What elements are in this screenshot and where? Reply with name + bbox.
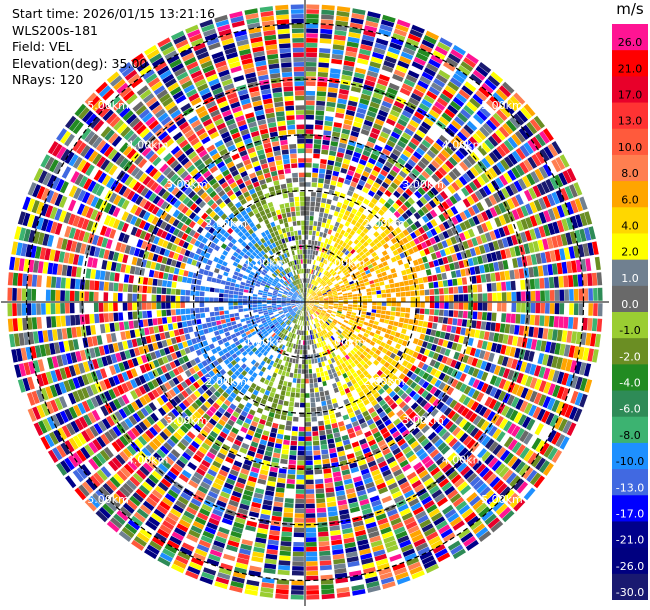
colorbar-segment: [612, 390, 648, 418]
colorbar-segment: [612, 154, 648, 182]
range-ring-label: 1.00km: [324, 335, 366, 348]
colorbar-segment: [612, 416, 648, 444]
colorbar-tick-label: 0.0: [621, 298, 639, 311]
colorbar-segment: [612, 102, 648, 130]
colorbar-unit-label: m/s: [616, 0, 644, 18]
ppi-gates: [7, 4, 603, 600]
colorbar-tick-label: 2.0: [621, 246, 639, 259]
range-ring-label: 3.00km: [402, 414, 444, 427]
range-ring: [248, 245, 362, 359]
colorbar-tick-label: -26.0: [616, 560, 644, 573]
range-ring-label: 2.00km: [205, 217, 247, 230]
colorbar-segment: [612, 495, 648, 522]
colorbar-segment: [612, 573, 648, 600]
range-ring-label: 4.00km: [127, 454, 169, 467]
colorbar-segment: [612, 259, 648, 287]
range-ring-label: 4.00km: [442, 454, 484, 467]
colorbar-tick-label: 6.0: [621, 193, 639, 206]
range-ring-label: 3.00km: [166, 414, 208, 427]
range-ring-label: 5.00km: [87, 493, 129, 506]
range-ring: [81, 78, 529, 526]
range-ring: [137, 134, 473, 470]
colorbar-tick-label: 8.0: [621, 167, 639, 180]
colorbar-tick-label: -6.0: [619, 403, 640, 416]
instrument-label: WLS200s-181: [12, 22, 98, 38]
colorbar-tick-label: 13.0: [618, 115, 643, 128]
start-time-label: Start time: 2026/01/15 13:21:16: [12, 6, 216, 21]
range-ring-label: 4.00km: [442, 139, 484, 152]
colorbar-segment: [612, 207, 648, 234]
colorbar-tick-label: 21.0: [618, 62, 643, 75]
range-ring: [193, 190, 418, 415]
range-ring-label: 3.00km: [402, 178, 444, 191]
range-ring-label: 5.00km: [87, 99, 129, 112]
colorbar-segment: [612, 76, 648, 104]
colorbar-tick-label: -30.0: [616, 586, 644, 599]
colorbar-tick-label: -2.0: [619, 350, 640, 363]
scan-info: Start time: 2026/01/15 13:21:16 WLS200s-…: [12, 6, 215, 89]
colorbar-tick-label: -10.0: [616, 455, 644, 468]
colorbar-tick-label: 10.0: [618, 141, 643, 154]
colorbar-tick-label: -1.0: [619, 324, 640, 337]
colorbar-segment: [612, 469, 648, 496]
range-ring-label: 1.00km: [245, 257, 287, 270]
range-ring-label: 5.00km: [481, 99, 523, 112]
range-ring-label: 1.00km: [245, 335, 287, 348]
colorbar-segment: [612, 24, 648, 51]
ppi-scan-plot: 1.00km 1.00km 1.00km 1.00km 2.00km 2.00km 2.00…: [1, 0, 609, 606]
colorbar-tick-label: -8.0: [619, 429, 640, 442]
range-ring: [25, 22, 585, 582]
colorbar-tick-label: -21.0: [616, 534, 644, 547]
colorbar-segment: [612, 50, 648, 77]
range-ring-label: 2.00km: [363, 217, 405, 230]
colorbar-segment: [612, 128, 648, 156]
colorbar-segment: [612, 285, 648, 313]
colorbar-tick-label: 1.0: [621, 272, 639, 285]
colorbar-tick-label: 4.0: [621, 219, 639, 232]
range-ring-label: 5.00km: [481, 493, 523, 506]
colorbar-segment: [612, 442, 648, 470]
range-ring-label: 3.00km: [166, 178, 208, 191]
colorbar-tick-label: 17.0: [618, 89, 643, 102]
colorbar-tick-label: -17.0: [616, 507, 644, 520]
colorbar: 26.0 21.0 17.0 13.0 10.0 8.0 6.0 4.0 2.0 1.0 0.0 -1…: [612, 24, 648, 600]
colorbar-segment: [612, 233, 648, 261]
colorbar-tick-label: -13.0: [616, 481, 644, 494]
field-label: Field: VEL: [12, 39, 73, 54]
colorbar-segment: [612, 338, 648, 365]
colorbar-segment: [612, 181, 648, 208]
range-ring-label: 4.00km: [127, 139, 169, 152]
colorbar-segment: [612, 521, 648, 549]
colorbar-segment: [612, 312, 648, 339]
nrays-label: NRays: 120: [12, 72, 84, 87]
colorbar-segment: [612, 547, 648, 575]
colorbar-segment: [612, 364, 648, 392]
range-ring-label: 2.00km: [205, 375, 247, 388]
colorbar-tick-label: 26.0: [618, 36, 643, 49]
colorbar-tick-label: -4.0: [619, 377, 640, 390]
range-ring-label: 2.00km: [363, 375, 405, 388]
range-ring-label: 1.00km: [324, 257, 366, 270]
elevation-label: Elevation(deg): 35.00: [12, 55, 148, 71]
